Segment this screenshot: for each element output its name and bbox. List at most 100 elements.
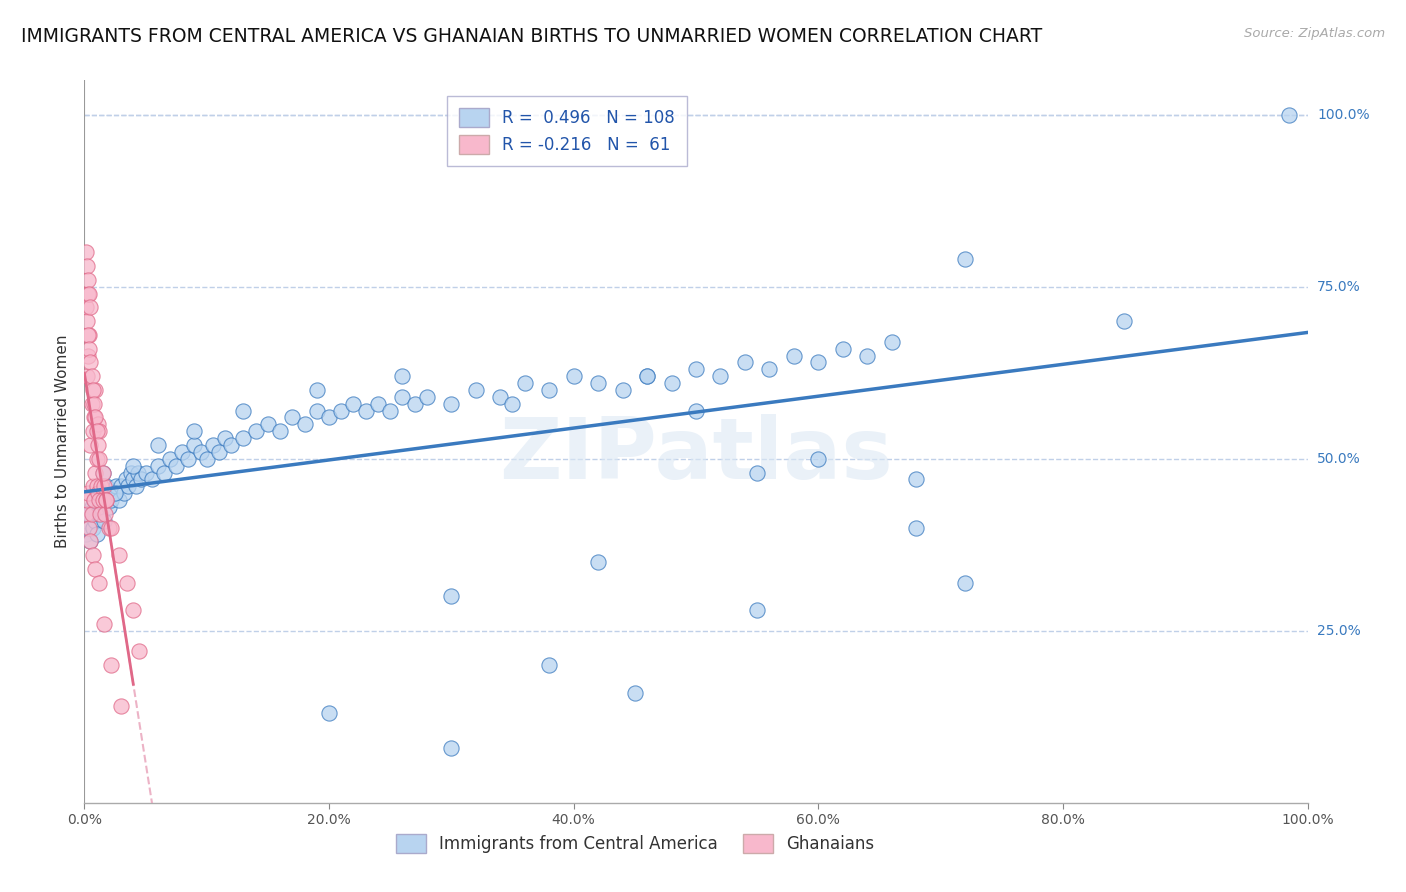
- Point: [77, 273, 100, 287]
- Point: [87, 507, 110, 521]
- Point: [110, 479, 132, 493]
- Point: [103, 486, 125, 500]
- Text: 100.0%: 100.0%: [1317, 108, 1369, 121]
- Point: [305, 383, 328, 397]
- Point: [91, 466, 114, 480]
- Point: [79, 301, 101, 315]
- Point: [709, 369, 731, 384]
- Point: [93, 616, 115, 631]
- Point: [153, 466, 176, 480]
- Point: [135, 466, 157, 480]
- Point: [75, 507, 97, 521]
- Text: ZIPatlas: ZIPatlas: [499, 415, 893, 498]
- Point: [538, 383, 561, 397]
- Point: [214, 431, 236, 445]
- Point: [96, 493, 118, 508]
- Point: [318, 410, 340, 425]
- Legend: Immigrants from Central America, Ghanaians: Immigrants from Central America, Ghanaia…: [389, 827, 880, 860]
- Point: [79, 355, 101, 369]
- Point: [232, 403, 254, 417]
- Point: [953, 575, 976, 590]
- Point: [489, 390, 512, 404]
- Point: [245, 424, 267, 438]
- Point: [880, 334, 903, 349]
- Point: [77, 349, 100, 363]
- Point: [831, 342, 853, 356]
- Point: [165, 458, 187, 473]
- Point: [125, 479, 148, 493]
- Point: [75, 527, 97, 541]
- Point: [1114, 314, 1136, 328]
- Point: [183, 424, 205, 438]
- Point: [685, 362, 707, 376]
- Point: [91, 486, 114, 500]
- Point: [94, 507, 117, 521]
- Point: [96, 493, 118, 508]
- Point: [93, 514, 115, 528]
- Point: [87, 438, 110, 452]
- Point: [127, 466, 149, 480]
- Point: [79, 438, 101, 452]
- Point: [84, 514, 107, 528]
- Point: [416, 390, 439, 404]
- Point: [747, 603, 769, 617]
- Point: [84, 562, 107, 576]
- Point: [219, 438, 242, 452]
- Point: [807, 451, 830, 466]
- Point: [856, 349, 879, 363]
- Point: [105, 479, 128, 493]
- Point: [86, 479, 108, 493]
- Point: [115, 575, 138, 590]
- Point: [905, 520, 928, 534]
- Point: [734, 355, 756, 369]
- Point: [84, 466, 107, 480]
- Point: [1278, 108, 1301, 122]
- Point: [783, 349, 806, 363]
- Point: [391, 369, 413, 384]
- Text: 50.0%: 50.0%: [1317, 451, 1361, 466]
- Point: [905, 472, 928, 486]
- Point: [86, 424, 108, 438]
- Y-axis label: Births to Unmarried Women: Births to Unmarried Women: [55, 334, 70, 549]
- Text: IMMIGRANTS FROM CENTRAL AMERICA VS GHANAIAN BIRTHS TO UNMARRIED WOMEN CORRELATIO: IMMIGRANTS FROM CENTRAL AMERICA VS GHANA…: [21, 27, 1042, 45]
- Point: [391, 390, 413, 404]
- Text: 25.0%: 25.0%: [1317, 624, 1361, 638]
- Point: [146, 438, 169, 452]
- Point: [440, 397, 463, 411]
- Point: [87, 451, 110, 466]
- Point: [77, 342, 100, 356]
- Point: [86, 451, 108, 466]
- Point: [83, 493, 105, 508]
- Point: [115, 472, 138, 486]
- Point: [305, 403, 328, 417]
- Point: [257, 417, 280, 432]
- Point: [159, 451, 181, 466]
- Point: [82, 383, 104, 397]
- Point: [75, 245, 97, 260]
- Point: [208, 445, 231, 459]
- Point: [76, 514, 98, 528]
- Point: [122, 458, 145, 473]
- Point: [87, 500, 110, 514]
- Point: [100, 658, 122, 673]
- Point: [318, 706, 340, 721]
- Point: [612, 383, 634, 397]
- Point: [77, 286, 100, 301]
- Point: [464, 383, 486, 397]
- Point: [79, 534, 101, 549]
- Point: [96, 479, 118, 493]
- Point: [80, 500, 103, 514]
- Point: [83, 410, 105, 425]
- Point: [77, 507, 100, 521]
- Point: [83, 397, 105, 411]
- Point: [76, 259, 98, 273]
- Point: [354, 403, 377, 417]
- Point: [129, 472, 152, 486]
- Point: [80, 397, 103, 411]
- Point: [342, 397, 364, 411]
- Point: [636, 369, 658, 384]
- Point: [91, 466, 114, 480]
- Point: [87, 486, 110, 500]
- Point: [440, 740, 463, 755]
- Point: [82, 424, 104, 438]
